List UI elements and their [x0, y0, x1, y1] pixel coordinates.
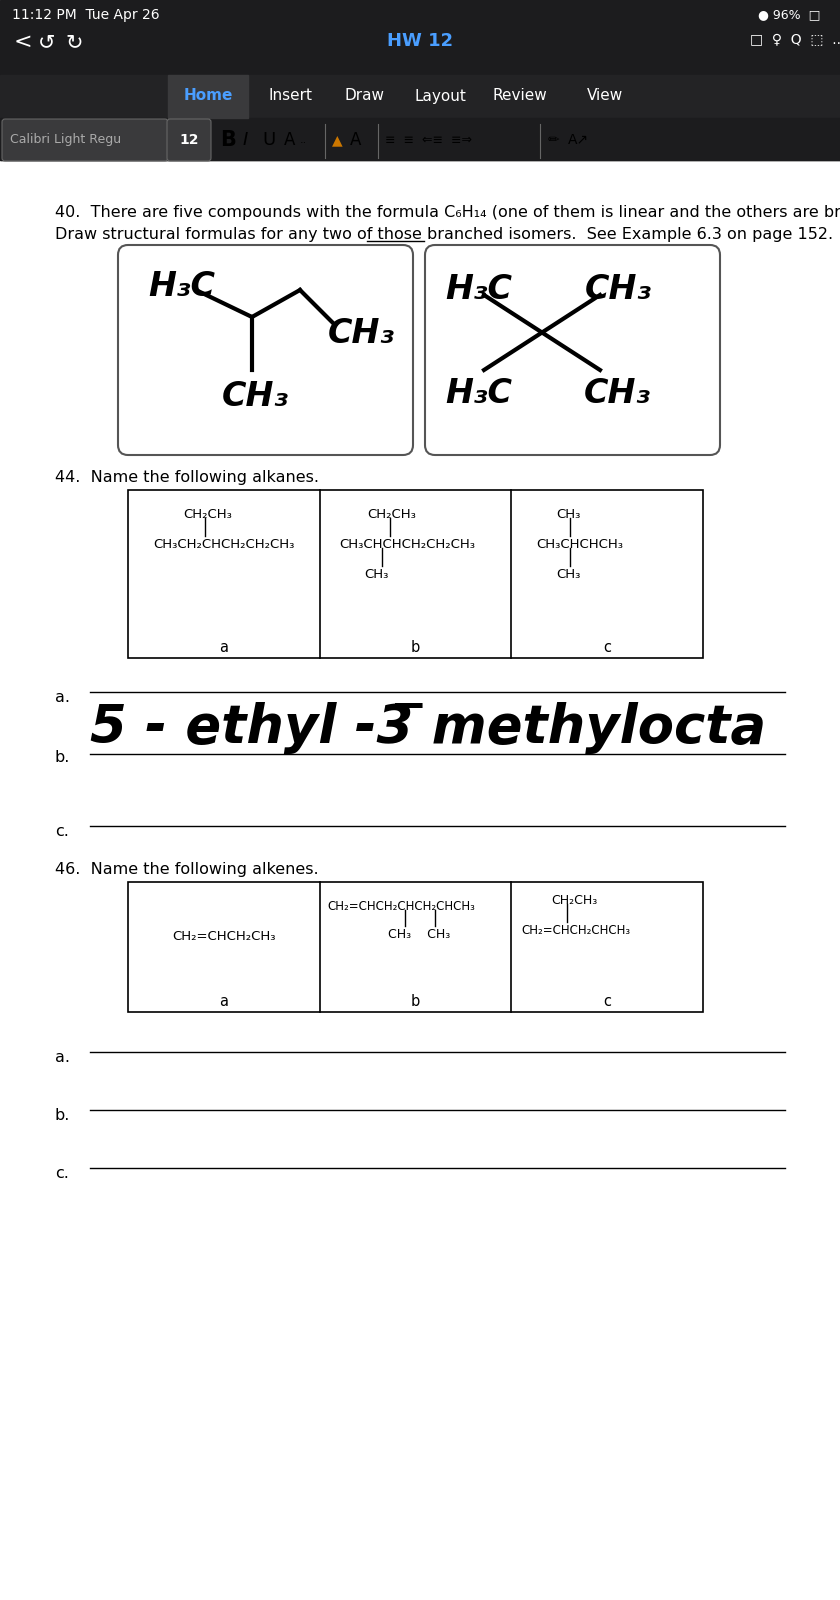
Text: CH₃: CH₃ — [584, 378, 651, 410]
Text: CH₃    CH₃: CH₃ CH₃ — [388, 928, 450, 941]
Text: 12: 12 — [179, 133, 199, 147]
Text: CH₂CH₃: CH₂CH₃ — [368, 509, 417, 522]
FancyBboxPatch shape — [167, 118, 211, 162]
Text: <: < — [14, 32, 33, 51]
Bar — [128, 882, 703, 1013]
Text: CH₃CHCHCH₂CH₂CH₃: CH₃CHCHCH₂CH₂CH₃ — [339, 538, 475, 550]
Text: a: a — [219, 640, 228, 654]
Text: ≡  ≡  ⇐≡  ≡⇒: ≡ ≡ ⇐≡ ≡⇒ — [385, 133, 472, 147]
Text: Home: Home — [183, 88, 233, 104]
Text: ✏: ✏ — [548, 133, 559, 147]
Text: ● 96%  □: ● 96% □ — [758, 8, 820, 21]
Text: c.: c. — [55, 1166, 69, 1181]
Text: CH₂CH₃: CH₂CH₃ — [183, 509, 232, 522]
Text: 5 - ethyl -3̅ methylocta: 5 - ethyl -3̅ methylocta — [90, 702, 766, 754]
Text: a.: a. — [55, 690, 70, 706]
Text: HW 12: HW 12 — [387, 32, 453, 50]
Text: CH₂=CHCH₂CHCH₂CHCH₃: CH₂=CHCH₂CHCH₂CHCH₃ — [328, 899, 475, 914]
Text: a: a — [219, 994, 228, 1010]
Text: CH₃CH₂CHCH₂CH₂CH₃: CH₃CH₂CHCH₂CH₂CH₃ — [153, 538, 294, 550]
Text: A: A — [350, 131, 361, 149]
Text: A: A — [284, 131, 296, 149]
Text: ↺: ↺ — [38, 32, 55, 51]
Text: ▲: ▲ — [332, 133, 343, 147]
Text: b: b — [411, 640, 420, 654]
Text: CH₃: CH₃ — [585, 274, 652, 306]
Text: Insert: Insert — [268, 88, 312, 104]
Text: 11:12 PM  Tue Apr 26: 11:12 PM Tue Apr 26 — [12, 8, 160, 22]
Text: Review: Review — [492, 88, 548, 104]
Bar — [128, 490, 703, 658]
Text: Layout: Layout — [414, 88, 466, 104]
Text: b: b — [411, 994, 420, 1010]
Text: c: c — [603, 994, 612, 1010]
Text: H₃C: H₃C — [148, 270, 215, 302]
Text: CH₂=CHCH₂CHCH₃: CH₂=CHCH₂CHCH₃ — [522, 925, 631, 938]
Text: c.: c. — [55, 824, 69, 838]
Bar — [0, 75, 840, 118]
Text: CH₃: CH₃ — [556, 568, 580, 581]
Text: Draw structural formulas for any two of those branched isomers.  See Example 6.3: Draw structural formulas for any two of … — [55, 227, 833, 242]
Text: CH₃CHCHCH₃: CH₃CHCHCH₃ — [536, 538, 623, 550]
Text: I: I — [243, 131, 249, 149]
Text: A↗: A↗ — [568, 133, 589, 147]
Text: H₃C: H₃C — [445, 378, 512, 410]
FancyBboxPatch shape — [118, 245, 413, 454]
Text: c: c — [603, 640, 612, 654]
Text: CH₃: CH₃ — [365, 568, 389, 581]
Text: CH₂=CHCH₂CH₃: CH₂=CHCH₂CH₃ — [172, 930, 276, 942]
Text: CH₂CH₃: CH₂CH₃ — [551, 894, 597, 907]
Bar — [0, 0, 840, 160]
Text: CH₃: CH₃ — [222, 379, 289, 413]
Text: ..: .. — [300, 134, 307, 146]
Text: U: U — [262, 131, 276, 149]
Text: b.: b. — [55, 750, 71, 765]
FancyBboxPatch shape — [2, 118, 168, 162]
Text: CH₃: CH₃ — [328, 317, 395, 350]
Text: View: View — [587, 88, 623, 104]
Text: □  ♀  Q  ⬚  ...: □ ♀ Q ⬚ ... — [750, 32, 840, 46]
Text: b.: b. — [55, 1107, 71, 1123]
Text: 46.  Name the following alkenes.: 46. Name the following alkenes. — [55, 862, 318, 877]
Text: H₃C: H₃C — [445, 274, 512, 306]
Text: Calibri Light Regu: Calibri Light Regu — [10, 133, 121, 147]
Text: B: B — [220, 130, 236, 150]
FancyBboxPatch shape — [425, 245, 720, 454]
Text: CH₃: CH₃ — [556, 509, 580, 522]
Bar — [0, 118, 840, 160]
Text: Draw: Draw — [345, 88, 385, 104]
Text: ↻: ↻ — [65, 32, 82, 51]
Text: 44.  Name the following alkanes.: 44. Name the following alkanes. — [55, 470, 319, 485]
Bar — [168, 75, 248, 118]
Text: a.: a. — [55, 1050, 70, 1066]
Text: 40.  There are five compounds with the formula C₆H₁₄ (one of them is linear and : 40. There are five compounds with the fo… — [55, 205, 840, 219]
